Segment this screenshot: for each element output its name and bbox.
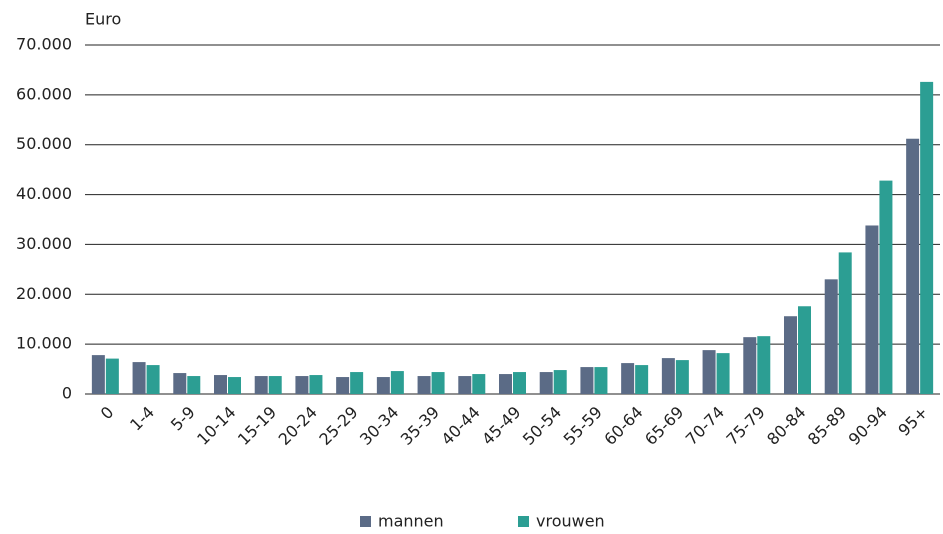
bar bbox=[838, 252, 852, 394]
x-tick-label: 85-89 bbox=[804, 403, 850, 449]
bar bbox=[254, 376, 268, 394]
bar bbox=[228, 377, 241, 394]
x-tick-label: 80-84 bbox=[763, 403, 809, 449]
legend-label: mannen bbox=[378, 512, 444, 531]
bar bbox=[390, 371, 404, 394]
bar bbox=[91, 355, 105, 394]
x-tick-label: 20-24 bbox=[275, 403, 321, 449]
bar bbox=[675, 360, 689, 394]
x-tick-label: 45-49 bbox=[478, 403, 524, 449]
bar bbox=[879, 180, 893, 394]
bar bbox=[336, 377, 350, 394]
x-tick-label: 10-14 bbox=[193, 403, 239, 449]
bar bbox=[132, 362, 146, 394]
bar bbox=[513, 372, 526, 394]
bar bbox=[539, 372, 553, 394]
bar bbox=[798, 306, 811, 394]
bar bbox=[105, 358, 119, 394]
bar bbox=[309, 375, 323, 394]
legend-swatch bbox=[518, 516, 529, 527]
x-tick-label: 35-39 bbox=[397, 403, 443, 449]
bar bbox=[824, 279, 838, 394]
bar bbox=[906, 138, 920, 394]
legend-label: vrouwen bbox=[536, 512, 605, 531]
bar bbox=[580, 367, 594, 394]
y-tick-label: 60.000 bbox=[16, 84, 72, 103]
bar bbox=[146, 365, 160, 394]
x-tick-label: 95+ bbox=[894, 403, 931, 440]
bar bbox=[553, 370, 567, 394]
bar bbox=[661, 358, 675, 394]
bar bbox=[350, 372, 364, 394]
bar bbox=[173, 373, 187, 394]
bar bbox=[187, 376, 201, 394]
x-tick-label: 65-69 bbox=[641, 403, 687, 449]
bar bbox=[635, 365, 649, 394]
bar bbox=[376, 377, 390, 394]
x-tick-label: 25-29 bbox=[315, 403, 361, 449]
legend-swatch bbox=[360, 516, 371, 527]
bar bbox=[743, 337, 757, 394]
x-tick-label: 70-74 bbox=[682, 403, 728, 449]
bar bbox=[214, 375, 227, 394]
x-tick-label: 50-54 bbox=[519, 403, 565, 449]
bar bbox=[295, 376, 309, 394]
y-tick-label: 30.000 bbox=[16, 234, 72, 253]
bar bbox=[757, 336, 771, 394]
bar bbox=[594, 367, 608, 394]
x-tick-label: 5-9 bbox=[167, 403, 199, 435]
y-tick-label: 40.000 bbox=[16, 184, 72, 203]
x-tick-label: 40-44 bbox=[437, 403, 483, 449]
x-tick-label: 55-59 bbox=[560, 403, 606, 449]
bar bbox=[784, 316, 797, 394]
bar bbox=[431, 372, 445, 394]
x-tick-label: 75-79 bbox=[722, 403, 768, 449]
y-tick-label: 10.000 bbox=[16, 334, 72, 353]
bar bbox=[621, 363, 635, 394]
x-tick-label: 30-34 bbox=[356, 403, 402, 449]
x-tick-label: 15-19 bbox=[234, 403, 280, 449]
bar bbox=[499, 374, 512, 394]
bar bbox=[716, 353, 730, 394]
y-tick-label: 0 bbox=[62, 384, 72, 403]
bar bbox=[472, 374, 486, 394]
bar bbox=[268, 376, 282, 394]
x-tick-label: 90-94 bbox=[845, 403, 891, 449]
x-tick-label: 60-64 bbox=[600, 403, 646, 449]
y-tick-label: 50.000 bbox=[16, 134, 72, 153]
y-tick-label: 20.000 bbox=[16, 284, 72, 303]
y-axis-label: Euro bbox=[85, 10, 121, 29]
bar bbox=[865, 225, 879, 394]
x-tick-label: 1-4 bbox=[126, 403, 158, 435]
y-tick-label: 70.000 bbox=[16, 35, 72, 54]
bar bbox=[458, 376, 472, 394]
bar bbox=[417, 376, 431, 394]
bar bbox=[920, 81, 934, 394]
x-tick-label: 0 bbox=[97, 403, 118, 424]
bar bbox=[702, 350, 716, 394]
